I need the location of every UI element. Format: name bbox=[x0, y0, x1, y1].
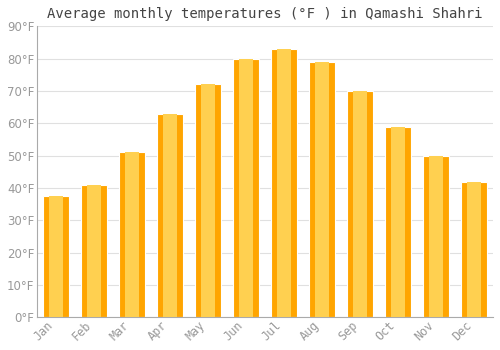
Bar bbox=[119, 152, 146, 317]
Bar bbox=[347, 91, 374, 317]
Bar bbox=[81, 185, 108, 317]
Bar bbox=[466, 182, 481, 317]
Bar bbox=[385, 127, 411, 317]
Bar bbox=[49, 196, 64, 317]
Bar bbox=[157, 114, 184, 317]
Bar bbox=[315, 62, 330, 317]
Bar bbox=[43, 196, 70, 317]
Bar bbox=[428, 156, 444, 317]
Bar bbox=[87, 185, 102, 317]
Bar bbox=[201, 84, 216, 317]
Bar bbox=[353, 91, 368, 317]
Bar bbox=[461, 182, 487, 317]
Bar bbox=[239, 58, 254, 317]
Bar bbox=[423, 156, 450, 317]
Bar bbox=[309, 62, 336, 317]
Bar bbox=[277, 49, 291, 317]
Bar bbox=[390, 127, 406, 317]
Bar bbox=[125, 152, 140, 317]
Bar bbox=[195, 84, 222, 317]
Title: Average monthly temperatures (°F ) in Qamashi Shahri: Average monthly temperatures (°F ) in Qa… bbox=[48, 7, 483, 21]
Bar bbox=[271, 49, 297, 317]
Bar bbox=[233, 58, 260, 317]
Bar bbox=[163, 114, 178, 317]
